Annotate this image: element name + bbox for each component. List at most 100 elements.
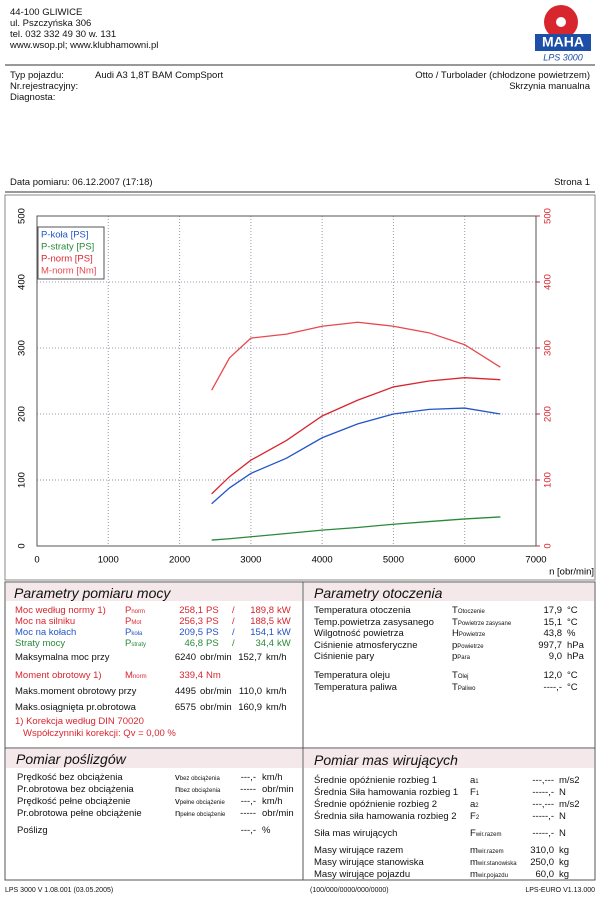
row-unit: km/h — [266, 652, 287, 663]
y2-tick-label: 100 — [543, 472, 554, 488]
y-tick-label: 200 — [17, 406, 28, 422]
symbol: a1 — [470, 775, 479, 788]
y2-tick-label: 400 — [543, 274, 554, 290]
row-unit: obr/min — [200, 652, 232, 663]
row-unit: kW — [277, 616, 291, 627]
separator: / — [232, 627, 235, 638]
symbol-part: Powietrze — [458, 632, 486, 638]
symbol-part: Powietrze zasysane — [457, 621, 512, 627]
symbol-part: T — [452, 670, 458, 681]
row-value: ----,- — [543, 682, 562, 693]
row-label: Masy wirujące pojazdu — [314, 869, 411, 880]
row-unit: Nm — [206, 670, 221, 681]
series-line — [211, 377, 501, 495]
y2-tick-label: 500 — [543, 208, 554, 224]
symbol-part: 1 — [475, 791, 480, 797]
row-label: Moc na silniku — [15, 616, 76, 627]
field-label: Typ pojazdu: — [10, 70, 64, 81]
symbol-part: Paliwo — [457, 686, 476, 692]
row-value: 34,4 — [255, 638, 275, 649]
y-tick-label: 0 — [17, 543, 28, 548]
row-unit: % — [567, 628, 576, 639]
row-label: Średnia siła hamowania rozbieg 2 — [314, 811, 457, 822]
vehicle-type: Audi A3 1,8T BAM CompSport — [95, 70, 224, 81]
symbol: pPara — [452, 651, 470, 664]
measurement-date: Data pomiaru: 06.12.2007 (17:18) — [10, 177, 153, 188]
section-band — [304, 583, 594, 601]
series-line — [211, 407, 501, 505]
row-value: ---,- — [240, 796, 256, 807]
row-label: Temperatura otoczenia — [314, 605, 411, 616]
symbol-part: v — [175, 772, 180, 783]
row-unit: PS — [206, 638, 219, 649]
row-label: Ciśnienie atmosferyczne — [314, 640, 418, 651]
row-value: 310,0 — [530, 845, 554, 856]
row-label: Moment obrotowy 1) — [15, 670, 102, 681]
symbol: TPaliwo — [452, 682, 476, 695]
row-unit: km/h — [266, 686, 287, 697]
symbol: Mnorm — [125, 670, 147, 683]
symbol-part: F — [470, 811, 476, 822]
section-band — [6, 749, 302, 768]
row-label: Prędkość pełne obciążenie — [17, 796, 131, 807]
symbol-part: p — [452, 651, 458, 662]
footer-text: LPS 3000 V 1.08.001 (03.05.2005) — [5, 887, 114, 894]
row-value: ---,--- — [532, 775, 554, 786]
symbol-part: 1 — [475, 779, 479, 785]
row-value: 154,1 — [250, 627, 274, 638]
row-unit: obr/min — [262, 808, 294, 819]
separator: / — [232, 605, 235, 616]
series-line — [211, 516, 501, 541]
row-label: Wilgotność powietrza — [314, 628, 404, 639]
symbol-part: wir.razem — [475, 832, 502, 838]
row-value: 12,0 — [543, 670, 563, 681]
row-label: Poślizg — [17, 825, 48, 836]
section-band — [6, 583, 302, 601]
y2-tick-label: 0 — [543, 543, 554, 548]
x-tick-label: 4000 — [312, 555, 333, 566]
row-value: 6240 — [174, 652, 196, 663]
row-value: 60,0 — [535, 869, 555, 880]
row-unit: kg — [559, 857, 570, 868]
row-unit: % — [262, 825, 271, 836]
section-band — [304, 749, 594, 768]
row-value: -----,- — [532, 811, 554, 822]
symbol-part: wir.pojazdu — [477, 873, 508, 879]
row-unit: PS — [206, 616, 219, 627]
row-unit: obr/min — [200, 702, 232, 713]
symbol-part: 2 — [475, 815, 480, 821]
row-unit: PS — [206, 627, 219, 638]
symbol-part: pełne obciążenie — [179, 800, 225, 806]
row-label: Prędkość bez obciążenia — [17, 772, 123, 783]
row-unit: hPa — [567, 651, 584, 662]
gearbox: Skrzynia manualna — [509, 81, 590, 92]
symbol-part: H — [452, 628, 459, 639]
symbol: Fwir.razem — [470, 828, 501, 841]
symbol-part: T — [452, 617, 458, 628]
row-value: 4495 — [174, 686, 196, 697]
legend-entry: M-norm [Nm] — [41, 266, 96, 277]
x-tick-label: 6000 — [454, 555, 475, 566]
row-value: 258,1 — [179, 605, 203, 616]
y-tick-label: 500 — [17, 208, 28, 224]
symbol-part: Olej — [457, 674, 469, 680]
row-unit: kW — [277, 605, 291, 616]
row-value: 209,5 — [179, 627, 203, 638]
symbol: pPowietrze — [452, 640, 484, 653]
field-label: Nr.rejestracyjny: — [10, 81, 79, 92]
symbol-part: T — [452, 605, 458, 616]
row-label: Temp.powietrza zasysanego — [314, 617, 434, 628]
row-label: Średnia Siła hamowania rozbieg 1 — [314, 787, 459, 798]
row-unit: km/h — [266, 702, 287, 713]
symbol-part: P — [125, 616, 132, 627]
field-label: Diagnosta: — [10, 92, 56, 103]
address-line: tel. 032 332 49 30 w. 131 — [10, 29, 117, 40]
symbol-part: Otoczenie — [457, 609, 485, 615]
symbol-part: P — [125, 605, 132, 616]
symbol-part: Para — [457, 655, 470, 661]
section-title: Parametry pomiaru mocy — [14, 585, 171, 601]
row-unit: obr/min — [262, 784, 294, 795]
product: LPS 3000 — [543, 52, 583, 62]
